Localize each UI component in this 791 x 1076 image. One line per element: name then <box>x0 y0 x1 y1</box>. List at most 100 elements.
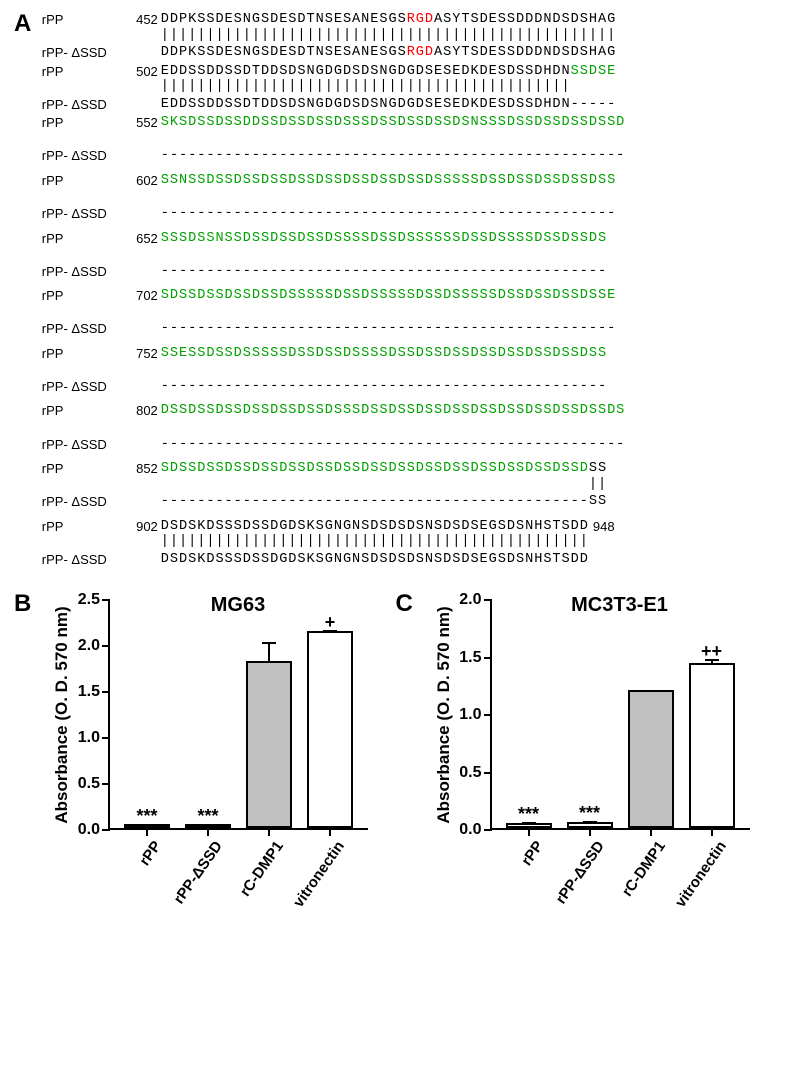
alignment-row-label: rPP- ΔSSD <box>42 552 120 568</box>
x-tick-label: rC-DMP1 <box>237 838 287 900</box>
x-tick-label: vitronectin <box>290 838 348 911</box>
bar-annotation: *** <box>136 806 157 827</box>
y-tick-label: 1.5 <box>78 683 100 701</box>
x-tick <box>329 828 331 836</box>
alignment-sequence: DSDSKDSSSDSSDGDSKSGNGNSDSDSDSNSDSDSEGSDS… <box>161 519 589 534</box>
alignment-sequence: SDSSDSSDSSDSSDSSDSSDSSDSSDSSDSSDSSDSSDSS… <box>161 461 607 476</box>
alignment-sequence: ----------------------------------------… <box>161 494 607 509</box>
panel-b: B MG63Absorbance (O. D. 570 nm)0.00.51.0… <box>14 590 396 930</box>
alignment-row: ||||||||||||||||||||||||||||||||||||||||… <box>42 535 627 551</box>
alignment-sequence: ||||||||||||||||||||||||||||||||||||||||… <box>161 534 589 549</box>
error-cap <box>644 690 658 692</box>
alignment-row: rPP- ΔSSD-------------------------------… <box>42 206 627 222</box>
alignment-row: rPP702SDSSDSSDSSDSSDSSSSSDSSDSSSSSDSSDSS… <box>42 288 627 304</box>
x-tick-label: rPP <box>518 838 547 869</box>
alignment-row-label <box>42 80 120 96</box>
y-tick-label: 2.0 <box>459 591 481 609</box>
alignment-row-label: rPP <box>42 12 120 28</box>
alignment-row-position <box>120 264 161 265</box>
alignment-row-position: 752 <box>120 346 161 362</box>
x-tick-label: rPP-ΔSSD <box>170 838 225 907</box>
alignment-row-label: rPP <box>42 403 120 419</box>
alignment-row-position <box>120 29 161 30</box>
y-tick-label: 0.5 <box>459 764 481 782</box>
alignment-row: rPP- ΔSSD-------------------------------… <box>42 148 627 164</box>
alignment-row-label: rPP- ΔSSD <box>42 206 120 222</box>
alignment-row-position: 852 <box>120 461 161 477</box>
alignment-row: rPP602SSNSSDSSDSSDSSDSSDSSDSSDSSDSSDSSSS… <box>42 173 627 189</box>
alignment-row: rPP- ΔSSDEDDSSDDSSDTDDSDSNGDGDSDSNGDGDSE… <box>42 97 627 113</box>
alignment-blank-row <box>42 420 627 436</box>
alignment-sequence: DDPKSSDESNGSDESDTNSESANESGSRGDASYTSDESSD… <box>161 12 616 27</box>
bar <box>689 663 735 829</box>
error-bar <box>268 642 270 663</box>
alignment-row: rPP- ΔSSD -------------------------------… <box>42 264 627 280</box>
alignment-sequence: EDDSSDDSSDTDDSDSNGDGDSDSNGDGDSESEDKDESDS… <box>161 97 616 112</box>
alignment-row-position: 802 <box>120 403 161 419</box>
alignment-sequence: SSSDSSNSSDSSDSSDSSDSSSSDSSDSSSSSSDSSDSSS… <box>161 231 607 246</box>
alignment-row: rPP- ΔSSD-------------------------------… <box>42 379 627 395</box>
alignment-row-label: rPP- ΔSSD <box>42 264 120 280</box>
bar <box>628 690 674 828</box>
alignment-row-position <box>120 535 161 536</box>
alignment-sequence: ||||||||||||||||||||||||||||||||||||||||… <box>161 79 616 94</box>
alignment-row: rPP502EDDSSDDSSDTDDSDSNGDGDSDSNGDGDSESED… <box>42 64 627 80</box>
y-tick <box>484 772 492 774</box>
y-tick <box>102 783 110 785</box>
alignment-row-position: 602 <box>120 173 161 189</box>
panel-label-a: A <box>14 10 31 38</box>
alignment-row-label <box>42 535 120 551</box>
y-tick <box>102 737 110 739</box>
alignment-row: rPP802DSSDSSDSSDSSDSSDSSDSSSDSSDSSDSSDSS… <box>42 403 627 419</box>
x-tick <box>207 828 209 836</box>
chart-b: MG63Absorbance (O. D. 570 nm)0.00.51.01.… <box>14 590 396 930</box>
alignment-row: rPP- ΔSSD DDPKSSDESNGSDESDTNSESANESGSRGDA… <box>42 45 627 61</box>
y-tick <box>102 691 110 693</box>
alignment-row-label: rPP <box>42 173 120 189</box>
alignment-row: rPP652SSSDSSNSSDSSDSSDSSDSSSSDSSDSSSSSSD… <box>42 231 627 247</box>
bar <box>246 661 292 828</box>
alignment-sequence: SKSDSSDSSDDSSDSSDSSDSSSDSSDSSDSSDSNSSSDS… <box>161 115 626 130</box>
y-tick-label: 1.0 <box>459 706 481 724</box>
x-tick <box>146 828 148 836</box>
alignment-row-end-position: 948 <box>589 519 627 535</box>
y-tick <box>102 645 110 647</box>
alignment-row-position: 652 <box>120 231 161 247</box>
alignment-sequence: SSESSDSSDSSSSSDSSDSSDSSSSDSSDSSDSSDSSDSS… <box>161 346 607 361</box>
x-tick <box>711 828 713 836</box>
bar-annotation: *** <box>518 804 539 825</box>
alignment-row-label: rPP- ΔSSD <box>42 321 120 337</box>
alignment-blank-row <box>42 362 627 378</box>
alignment-row-position <box>120 321 161 322</box>
y-axis-label: Absorbance (O. D. 570 nm) <box>434 600 454 830</box>
alignment-sequence: DDPKSSDESNGSDESDTNSESANESGSRGDASYTSDESSD… <box>161 45 616 60</box>
panel-a: A rPP452DDPKSSDESNGSDESDTNSESANESGSRGDAS… <box>14 10 777 576</box>
alignment-row-position: 552 <box>120 115 161 131</box>
y-tick <box>102 829 110 831</box>
alignment-row-label <box>42 478 120 494</box>
alignment-row-label: rPP <box>42 231 120 247</box>
alignment-row-position <box>120 494 161 495</box>
alignment-sequence: DSSDSSDSSDSSDSSDSSDSSSDSSDSSDSSDSSDSSDSS… <box>161 403 626 418</box>
alignment-row: rPP902DSDSKDSSSDSSDGDSKSGNGNSDSDSDSNSDSD… <box>42 519 627 535</box>
alignment-row-label: rPP- ΔSSD <box>42 45 120 61</box>
panel-c: C MC3T3-E1Absorbance (O. D. 570 nm)0.00.… <box>396 590 778 930</box>
alignment-blank-row <box>42 132 627 148</box>
alignment-row-position: 702 <box>120 288 161 304</box>
alignment-row-position: 902 <box>120 519 161 535</box>
alignment-sequence: ----------------------------------------… <box>161 321 616 336</box>
alignment-sequence: ----------------------------------------… <box>161 148 626 163</box>
x-tick <box>589 828 591 836</box>
alignment-sequence: ----------------------------------------… <box>161 264 607 279</box>
alignment-row-position <box>120 552 161 553</box>
bar-annotation: *** <box>197 806 218 827</box>
y-tick-label: 1.0 <box>78 729 100 747</box>
alignment-row: rPP752SSESSDSSDSSSSSDSSDSSDSSSSDSSDSSDSS… <box>42 346 627 362</box>
alignment-row-position <box>120 80 161 81</box>
alignment-sequence: EDDSSDDSSDTDDSDSNGDGDSDSNGDGDSESEDKDESDS… <box>161 64 616 79</box>
bar-annotation: ++ <box>701 641 722 662</box>
x-tick-label: rPP <box>136 838 165 869</box>
y-tick-label: 1.5 <box>459 649 481 667</box>
error-cap <box>262 642 276 644</box>
alignment-blank-row <box>42 189 627 205</box>
